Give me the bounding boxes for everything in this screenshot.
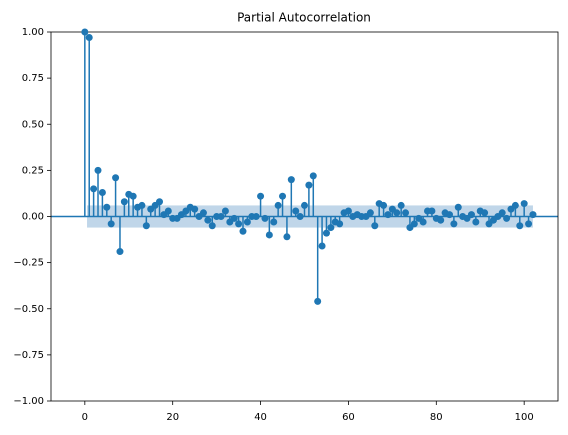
stem-marker xyxy=(208,222,216,230)
stem-marker xyxy=(274,201,282,209)
stem-marker xyxy=(327,224,335,232)
stem-marker xyxy=(520,200,528,208)
stem-marker xyxy=(437,216,445,224)
stem-marker xyxy=(164,207,172,215)
stem-marker xyxy=(120,198,128,206)
stem-marker xyxy=(384,211,392,219)
stem-marker xyxy=(129,192,137,200)
stem-marker xyxy=(318,242,326,250)
stem-marker xyxy=(252,213,260,220)
stem-marker xyxy=(344,207,352,215)
stem-marker xyxy=(481,209,489,217)
stem-marker xyxy=(142,222,150,230)
stem-marker xyxy=(235,220,243,228)
stem-marker xyxy=(305,181,313,189)
stem-marker xyxy=(454,203,462,211)
stem-marker xyxy=(261,214,269,222)
stem-marker xyxy=(230,214,238,222)
stem-marker xyxy=(472,218,480,226)
stem-marker xyxy=(270,218,278,226)
stem-marker xyxy=(393,209,401,217)
stem-marker xyxy=(204,216,212,224)
stem-marker xyxy=(516,222,524,230)
x-tick-label: 20 xyxy=(166,412,179,423)
y-tick-label: 0.75 xyxy=(22,73,44,84)
y-tick-label: −0.75 xyxy=(13,350,44,361)
stem-marker xyxy=(265,231,273,239)
stem-marker xyxy=(94,166,102,174)
stem-marker xyxy=(529,211,537,219)
stem-marker xyxy=(191,205,199,213)
stem-marker xyxy=(116,248,124,256)
stem-marker xyxy=(511,201,519,209)
x-tick-label: 60 xyxy=(342,412,355,423)
stem-marker xyxy=(112,174,120,182)
stem-marker xyxy=(397,201,405,209)
stem-marker xyxy=(287,176,295,184)
stem-marker xyxy=(525,220,533,228)
stem-marker xyxy=(445,211,453,219)
stem-marker xyxy=(402,209,410,217)
stem-marker xyxy=(428,207,436,215)
stem-marker xyxy=(380,201,388,209)
stem-marker xyxy=(85,34,93,42)
y-tick-label: 0.50 xyxy=(22,119,44,130)
stem-marker xyxy=(221,207,229,215)
stem-marker xyxy=(81,28,89,36)
stem-marker xyxy=(467,211,475,219)
stem-marker xyxy=(366,209,374,217)
stem-marker xyxy=(371,222,379,230)
stem-marker xyxy=(90,185,98,193)
stem-marker xyxy=(107,220,115,228)
stem-marker xyxy=(309,172,317,180)
stem-marker xyxy=(322,229,330,237)
y-tick-label: 1.00 xyxy=(22,27,44,38)
y-tick-label: −0.50 xyxy=(13,304,44,315)
stem-marker xyxy=(292,207,300,215)
stem-marker xyxy=(239,227,247,235)
stem-marker xyxy=(243,218,251,226)
stem-marker xyxy=(450,220,458,228)
stem-marker xyxy=(498,209,506,217)
stem-marker xyxy=(503,214,511,222)
y-tick-label: −0.25 xyxy=(13,258,44,269)
x-tick-label: 40 xyxy=(254,412,267,423)
y-tick-label: −1.00 xyxy=(13,396,44,407)
y-tick-label: 0.25 xyxy=(22,165,44,176)
stem-marker xyxy=(103,203,111,211)
y-tick-label: 0.00 xyxy=(22,212,44,223)
stem-marker xyxy=(314,297,322,305)
stem-marker xyxy=(257,192,265,200)
stem-marker xyxy=(301,201,308,209)
x-tick-label: 0 xyxy=(82,412,88,423)
stem-marker xyxy=(279,192,287,200)
stem-marker xyxy=(156,198,164,206)
x-tick-label: 80 xyxy=(430,412,443,423)
stem-marker xyxy=(296,213,304,220)
stem-marker xyxy=(419,218,427,226)
stem-marker xyxy=(138,201,146,209)
stem-marker xyxy=(336,220,344,228)
x-tick-label: 100 xyxy=(515,412,534,423)
stem-marker xyxy=(98,189,106,197)
chart-title: Partial Autocorrelation xyxy=(237,11,371,25)
stem-marker xyxy=(199,209,207,217)
stem-marker xyxy=(217,213,225,220)
stem-marker xyxy=(283,233,291,241)
stem-marker xyxy=(410,220,418,228)
